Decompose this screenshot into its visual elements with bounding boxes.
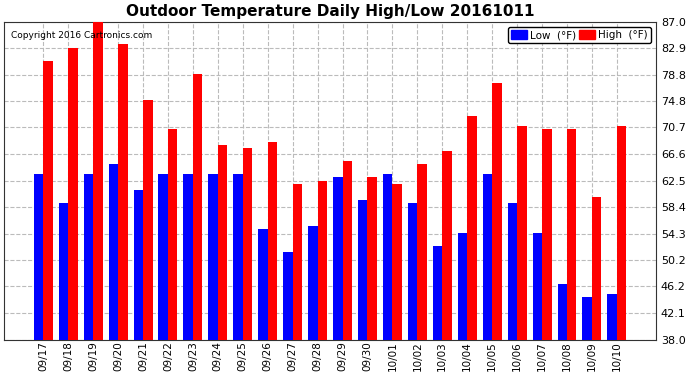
Bar [317,181,327,340]
Bar [592,197,602,340]
Bar [218,145,227,340]
Bar [184,174,193,340]
Bar [143,99,152,340]
Bar [268,142,277,340]
Bar [168,129,177,340]
Bar [308,226,317,340]
Bar [68,48,78,340]
Bar [333,177,342,340]
Bar [283,252,293,340]
Bar [59,203,68,340]
Bar [134,190,143,340]
Bar [467,116,477,340]
Bar [417,164,427,340]
Bar [83,174,93,340]
Bar [34,174,43,340]
Bar [617,126,627,340]
Bar [607,294,617,340]
Bar [408,203,417,340]
Bar [368,177,377,340]
Bar [383,174,393,340]
Bar [258,229,268,340]
Bar [43,61,52,340]
Bar [193,74,202,340]
Bar [93,22,103,340]
Bar [457,232,467,340]
Bar [293,184,302,340]
Title: Outdoor Temperature Daily High/Low 20161011: Outdoor Temperature Daily High/Low 20161… [126,4,534,19]
Bar [542,129,551,340]
Bar [483,174,492,340]
Bar [533,232,542,340]
Text: Copyright 2016 Cartronics.com: Copyright 2016 Cartronics.com [10,31,152,40]
Bar [393,184,402,340]
Bar [517,126,526,340]
Bar [243,148,253,340]
Bar [433,246,442,340]
Bar [342,161,352,340]
Bar [442,152,452,340]
Bar [508,203,517,340]
Bar [358,200,368,340]
Bar [582,297,592,340]
Bar [108,164,118,340]
Bar [159,174,168,340]
Bar [558,284,567,340]
Legend: Low  (°F), High  (°F): Low (°F), High (°F) [508,27,651,44]
Bar [208,174,218,340]
Bar [118,44,128,340]
Bar [567,129,576,340]
Bar [233,174,243,340]
Bar [492,83,502,340]
